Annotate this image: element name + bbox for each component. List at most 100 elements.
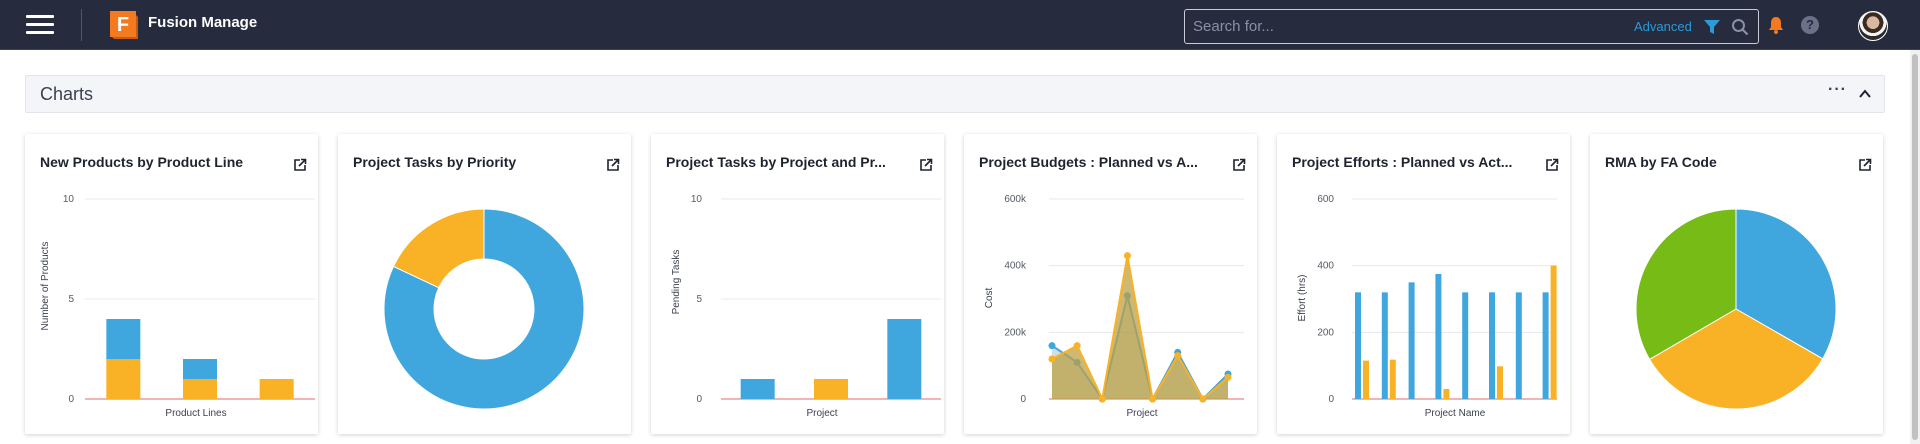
search-box: Advanced xyxy=(1184,9,1759,44)
help-icon[interactable]: ? xyxy=(1801,16,1819,34)
section-title: Charts xyxy=(40,84,94,104)
advanced-search-link[interactable]: Advanced xyxy=(1634,19,1692,34)
chart-card-new-products: New Products by Product Line Number of P… xyxy=(25,134,318,434)
x-axis-label: Project Name xyxy=(1425,408,1486,419)
chart-card-rma: RMA by FA Code xyxy=(1590,134,1883,434)
bar xyxy=(106,359,141,399)
open-external-icon[interactable] xyxy=(606,158,620,172)
data-point xyxy=(1048,355,1056,363)
bar xyxy=(1542,292,1549,399)
pie-slice xyxy=(383,208,585,410)
data-point xyxy=(1224,373,1232,381)
y-axis-label: Cost xyxy=(984,287,995,308)
chevron-up-icon[interactable] xyxy=(1858,87,1872,101)
y-tick-label: 600 xyxy=(1317,194,1334,205)
bar xyxy=(887,319,922,399)
open-external-icon[interactable] xyxy=(919,158,933,172)
search-input[interactable] xyxy=(1193,10,1593,43)
chart-card-project-budgets: Project Budgets : Planned vs A... Cost P… xyxy=(964,134,1257,434)
y-tick-label: 200 xyxy=(1317,327,1334,338)
data-point xyxy=(1149,395,1157,403)
open-external-icon[interactable] xyxy=(1545,158,1559,172)
x-axis-label: Project xyxy=(806,408,837,419)
topbar-divider xyxy=(81,9,82,41)
y-tick-label: 10 xyxy=(691,194,703,205)
y-tick-label: 400k xyxy=(1004,261,1027,272)
pie-slice xyxy=(1635,208,1737,361)
data-point xyxy=(1199,395,1207,403)
x-axis-label: Project xyxy=(1126,408,1157,419)
bar xyxy=(183,359,217,379)
filter-icon[interactable] xyxy=(1703,18,1721,36)
charts-section-header: Charts ··· xyxy=(25,75,1885,113)
chart-tasks-priority xyxy=(383,208,585,410)
y-tick-label: 0 xyxy=(1020,394,1026,405)
chart-new-products: Number of Products Product Lines 10 5 0 xyxy=(40,194,315,419)
bar xyxy=(1381,292,1388,399)
top-bar: F Fusion Manage Advanced ? xyxy=(0,0,1920,50)
bar xyxy=(1435,274,1442,399)
pie-slice xyxy=(392,208,485,289)
logo-letter: F xyxy=(117,14,129,36)
scrollbar-thumb[interactable] xyxy=(1912,54,1918,440)
chart-project-efforts: Effort (hrs) Project Name 600 400 200 0 xyxy=(1297,194,1557,419)
open-external-icon[interactable] xyxy=(1858,158,1872,172)
y-tick-label: 5 xyxy=(68,294,74,305)
bar xyxy=(259,379,294,399)
user-avatar[interactable] xyxy=(1858,11,1888,41)
y-tick-label: 0 xyxy=(696,394,702,405)
chart-rma xyxy=(1635,208,1837,410)
x-axis-label: Product Lines xyxy=(165,408,226,419)
data-point xyxy=(1098,395,1106,403)
bar xyxy=(1497,366,1503,399)
data-point xyxy=(1048,342,1056,350)
bar xyxy=(814,379,848,399)
card-title: RMA by FA Code xyxy=(1605,154,1717,170)
fusion-logo-icon: F xyxy=(110,11,138,39)
chart-card-tasks-project: Project Tasks by Project and Pr... Pendi… xyxy=(651,134,944,434)
pie-slice xyxy=(1735,208,1837,360)
y-tick-label: 0 xyxy=(68,394,74,405)
bar xyxy=(740,379,775,399)
y-tick-label: 600k xyxy=(1004,194,1027,205)
card-title: Project Tasks by Priority xyxy=(353,154,517,170)
bar xyxy=(183,379,217,399)
bar xyxy=(1489,292,1495,399)
y-axis-label: Number of Products xyxy=(40,242,51,331)
bar xyxy=(1443,389,1450,399)
bar xyxy=(1363,360,1369,399)
search-icon[interactable] xyxy=(1731,18,1749,36)
notification-bell-icon[interactable] xyxy=(1768,16,1784,34)
y-tick-label: 10 xyxy=(63,194,75,205)
bar xyxy=(1515,292,1522,399)
bar xyxy=(1355,292,1361,399)
chart-project-budgets: Cost Project 600k 400k 200k 0 xyxy=(984,194,1244,419)
app-title[interactable]: Fusion Manage xyxy=(148,14,258,31)
bar xyxy=(1408,282,1415,399)
data-point xyxy=(1123,252,1131,260)
data-point xyxy=(1174,352,1182,360)
chart-card-project-efforts: Project Efforts : Planned vs Act... Effo… xyxy=(1277,134,1570,434)
bar xyxy=(1462,292,1469,399)
data-point xyxy=(1073,342,1081,350)
y-tick-label: 0 xyxy=(1328,394,1334,405)
pie-slice xyxy=(1648,308,1824,410)
y-tick-label: 5 xyxy=(696,294,702,305)
area-fill xyxy=(1052,255,1228,399)
more-options-icon[interactable]: ··· xyxy=(1828,81,1847,98)
card-title: Project Efforts : Planned vs Act... xyxy=(1292,154,1513,170)
card-title: New Products by Product Line xyxy=(40,154,244,170)
series-line xyxy=(1051,255,1229,403)
y-tick-label: 200k xyxy=(1004,327,1027,338)
open-external-icon[interactable] xyxy=(293,158,307,172)
bar xyxy=(1550,265,1557,399)
y-axis-label: Pending Tasks xyxy=(671,250,682,315)
chart-tasks-project: Pending Tasks Project 10 5 0 xyxy=(671,194,941,419)
bar xyxy=(106,319,141,359)
chart-card-tasks-priority: Project Tasks by Priority xyxy=(338,134,631,434)
menu-icon[interactable] xyxy=(26,15,54,35)
bar xyxy=(1389,359,1396,399)
y-axis-label: Effort (hrs) xyxy=(1297,274,1308,321)
card-title: Project Budgets : Planned vs A... xyxy=(979,154,1198,170)
open-external-icon[interactable] xyxy=(1232,158,1246,172)
